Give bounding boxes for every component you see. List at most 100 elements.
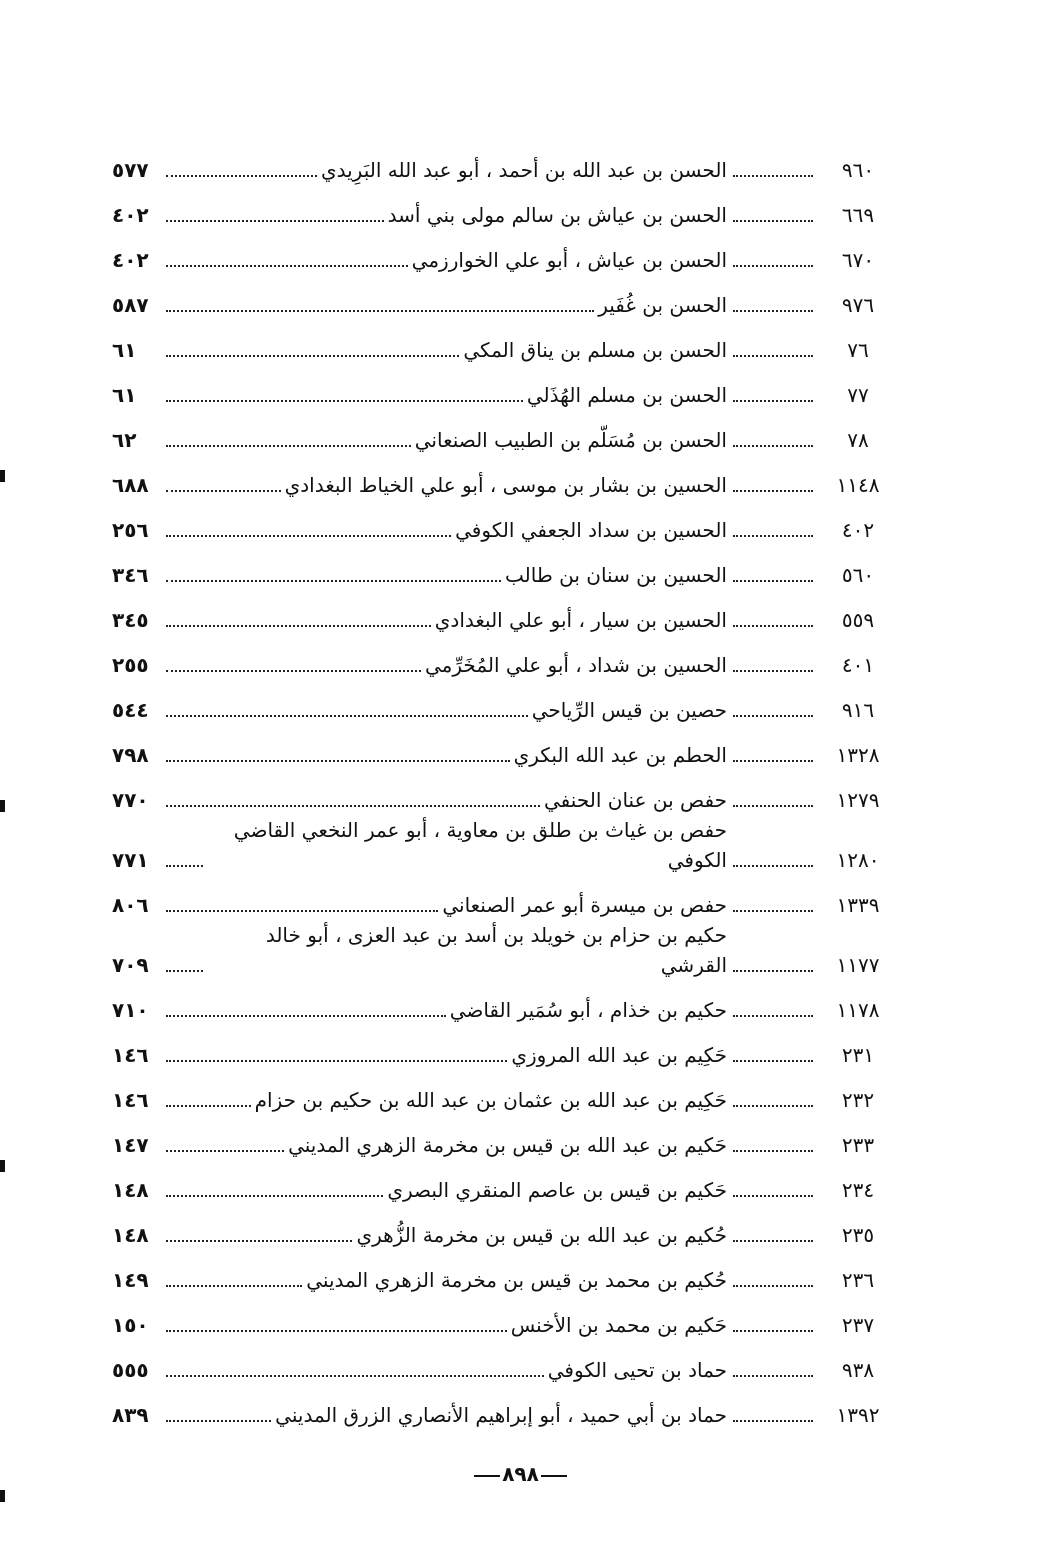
index-entry: ١٣٩٢ حماد بن أبي حميد ، أبو إبراهيم الأنص… [112, 1385, 897, 1430]
leader-dots [733, 1105, 813, 1107]
leader-dots [166, 1285, 303, 1287]
entry-name: حكيم بن خذام ، أبو سُمَير القاضي [449, 998, 727, 1022]
page-ref: ٨٠٦ [112, 893, 149, 917]
leader-dots [166, 1375, 544, 1377]
page-number: ٨٩٨ [502, 1462, 539, 1486]
leader-dots [166, 1195, 384, 1197]
leader-dots [733, 1330, 813, 1332]
leader-dots [733, 310, 813, 312]
page-ref: ٢٥٥ [112, 653, 149, 677]
leader-dots [733, 220, 813, 222]
page-ref: ٦٨٨ [112, 473, 149, 497]
leader-dots [733, 355, 813, 357]
entry-number: ٩٣٨ [841, 1358, 875, 1382]
leader-dots [166, 265, 408, 267]
index-entry: ٧٨ الحسن بن مُسَلّم بن الطبيب الصنعاني ٦٢ [112, 410, 897, 455]
leader-dots [166, 670, 421, 672]
leader-dots [166, 445, 411, 447]
page-ref: ٦٢ [112, 428, 137, 452]
entry-name: الحسن بن عبد الله بن أحمد ، أبو عبد الله… [320, 158, 727, 182]
entry-name: الحطم بن عبد الله البكري [513, 743, 727, 767]
index-entry: ٢٣٢ حَكِيم بن عبد الله بن عثمان بن عبد ال… [112, 1070, 897, 1115]
entry-number: ١٣٣٩ [836, 893, 880, 917]
page-ref: ١٥٠ [112, 1313, 149, 1337]
page-ref: ٧٠٩ [112, 953, 149, 977]
leader-dots [166, 805, 541, 807]
entry-name: الحسن بن عياش بن سالم مولى بني أسد [387, 203, 727, 227]
entry-name: حفص بن عنان الحنفي [544, 788, 727, 812]
leader-dots [166, 490, 281, 492]
index-entry: ٩٣٨ حماد بن تحيى الكوفي ٥٥٥ [112, 1340, 897, 1385]
leader-dots [733, 1285, 813, 1287]
leader-dots [166, 715, 528, 717]
page-ref: ٤٠٢ [112, 203, 149, 227]
entry-name: حَكيم بن محمد بن الأخنس [510, 1313, 727, 1337]
index-entry: ٢٣٦ حُكيم بن محمد بن قيس بن مخرمة الزهري … [112, 1250, 897, 1295]
index-entry: ١٢٧٩ حفص بن عنان الحنفي ٧٧٠ [112, 770, 897, 815]
leader-dots [733, 1195, 813, 1197]
index-entry: ١١٧٨ حكيم بن خذام ، أبو سُمَير القاضي ٧١٠ [112, 980, 897, 1025]
index-entry: ٩٦٠ الحسن بن عبد الله بن أحمد ، أبو عبد ا… [112, 140, 897, 185]
leader-dots [166, 1060, 508, 1062]
page-ref: ٨٣٩ [112, 1403, 149, 1427]
leader-dots [166, 400, 523, 402]
entry-name: الحسين بن شداد ، أبو علي المُخَرِّمي [425, 653, 727, 677]
entry-number: ١٣٩٢ [836, 1403, 880, 1427]
entry-name: الحسين بن سنان بن طالب [505, 563, 727, 587]
index-entry: ١١٧٧ حكيم بن حزام بن خويلد بن أسد بن عبد … [112, 920, 897, 980]
page-ref: ١٤٨ [112, 1178, 149, 1202]
entry-number: ١١٧٧ [836, 953, 880, 977]
page-ref: ١٤٨ [112, 1223, 149, 1247]
entry-name: الحسن بن غُفَير [598, 293, 727, 317]
entry-number: ٥٥٩ [841, 608, 875, 632]
leader-dots [166, 1105, 251, 1107]
entry-number: ٩١٦ [841, 698, 875, 722]
leader-dots [166, 175, 317, 177]
entry-name: الحسن بن مسلم بن يناق المكي [463, 338, 727, 362]
leader-dots [733, 1150, 813, 1152]
index-entry: ٢٣١ حَكِيم بن عبد الله المروزي ١٤٦ [112, 1025, 897, 1070]
page-ref: ٥٧٧ [112, 158, 149, 182]
scan-mark [0, 1490, 5, 1502]
leader-dots [166, 355, 460, 357]
entry-name: حصين بن قيس الرِّياحي [531, 698, 727, 722]
index-entry: ١٣٣٩ حفص بن ميسرة أبو عمر الصنعاني ٨٠٦ [112, 875, 897, 920]
page-ref: ٥٤٤ [112, 698, 149, 722]
index-entry: ٩٧٦ الحسن بن غُفَير ٥٨٧ [112, 275, 897, 320]
entry-number: ٢٣١ [841, 1043, 875, 1067]
entry-name: حكيم بن حزام بن خويلد بن أسد بن عبد العز… [265, 923, 727, 977]
page-ref: ٧٧١ [112, 848, 149, 872]
leader-dots [166, 865, 203, 867]
entry-name: الحسين بن سيار ، أبو علي البغدادي [434, 608, 727, 632]
index-list: ٩٦٠ الحسن بن عبد الله بن أحمد ، أبو عبد ا… [112, 140, 897, 1430]
entry-number: ٧٨ [847, 428, 869, 452]
entry-name: حفص بن غياث بن طلق بن معاوية ، أبو عمر ا… [233, 818, 727, 872]
entry-number: ٧٧ [847, 383, 869, 407]
entry-number: ٩٧٦ [841, 293, 875, 317]
index-entry: ٢٣٥ حُكيم بن عبد الله بن قيس بن مخرمة الز… [112, 1205, 897, 1250]
entry-number: ٢٣٢ [841, 1088, 875, 1112]
leader-dots [733, 625, 813, 627]
scan-mark [0, 800, 5, 812]
entry-name: حَكيم بن قيس بن عاصم المنقري البصري [387, 1178, 727, 1202]
leader-dots [166, 970, 203, 972]
entry-number: ٢٣٥ [841, 1223, 875, 1247]
index-entry: ٢٣٣ حَكيم بن عبد الله بن قيس بن مخرمة الز… [112, 1115, 897, 1160]
leader-dots [166, 220, 384, 222]
page-ref: ٥٥٥ [112, 1358, 149, 1382]
entry-number: ٢٣٧ [841, 1313, 875, 1337]
leader-dots [733, 865, 813, 867]
entry-name: الحسن بن عياش ، أبو علي الخوارزمي [411, 248, 727, 272]
leader-dots [166, 1015, 446, 1017]
page-ref: ٣٤٥ [112, 608, 149, 632]
index-entry: ٧٦ الحسن بن مسلم بن يناق المكي ٦١ [112, 320, 897, 365]
leader-dots [166, 1330, 507, 1332]
leader-dots [166, 580, 501, 582]
leader-dots [733, 715, 813, 717]
entry-number: ١١٧٨ [836, 998, 880, 1022]
index-entry: ٢٣٤ حَكيم بن قيس بن عاصم المنقري البصري ١٤… [112, 1160, 897, 1205]
page-ref: ١٤٩ [112, 1268, 149, 1292]
index-entry: ٤٠٢ الحسين بن سداد الجعفي الكوفي ٢٥٦ [112, 500, 897, 545]
leader-dots [733, 760, 813, 762]
